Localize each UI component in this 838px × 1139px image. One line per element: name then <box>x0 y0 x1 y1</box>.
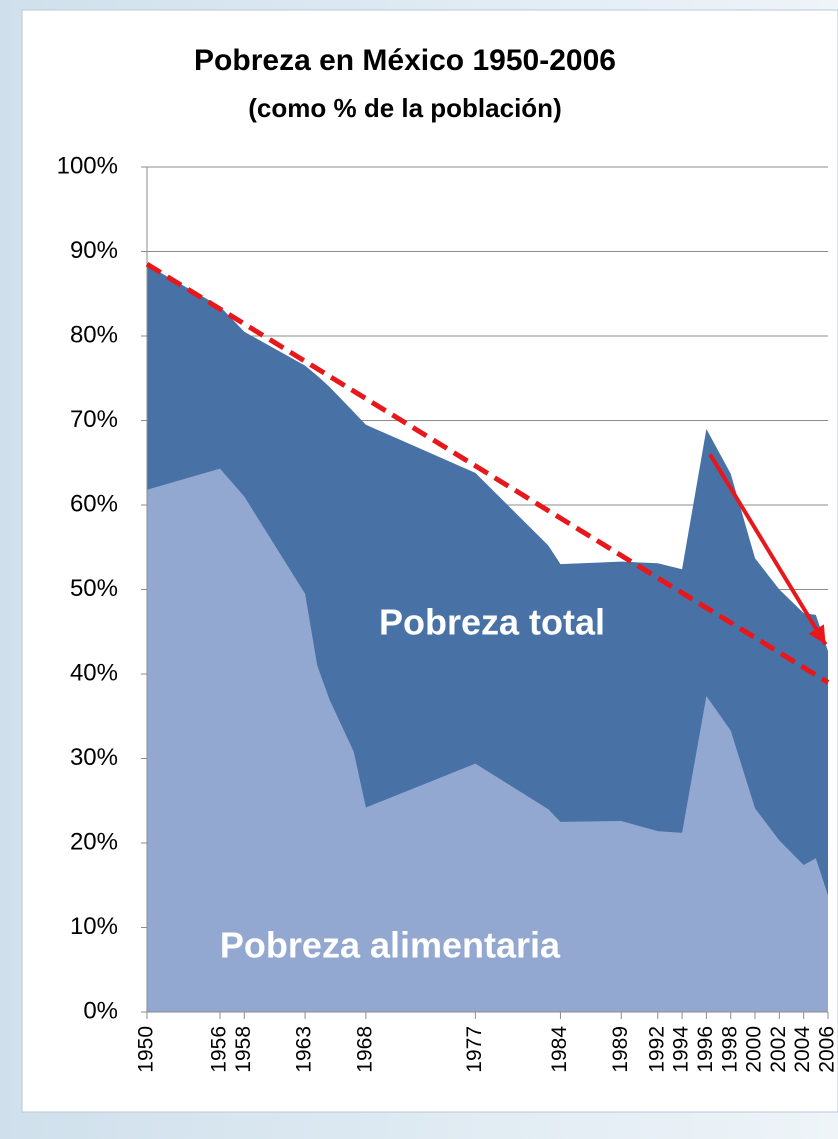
y-tick-label: 30% <box>70 744 118 771</box>
y-tick-label: 100% <box>57 152 118 179</box>
x-tick-label: 2004 <box>791 1026 814 1073</box>
x-tick-label: 1958 <box>232 1026 255 1073</box>
x-tick-label: 1968 <box>353 1026 376 1073</box>
x-tick-label: 1992 <box>645 1026 668 1073</box>
x-tick-label: 1984 <box>548 1026 571 1073</box>
y-tick-label: 50% <box>70 575 118 602</box>
arrow-head <box>808 624 826 645</box>
x-tick-label: 1996 <box>694 1026 717 1073</box>
trend-line <box>145 262 830 685</box>
x-tick-label: 1956 <box>208 1026 231 1073</box>
annotation: Pobreza total <box>379 602 605 643</box>
y-tick-label: 40% <box>70 659 118 686</box>
x-tick-label: 1998 <box>718 1026 741 1073</box>
x-tick-label: 2000 <box>743 1026 766 1073</box>
arrow <box>708 453 828 646</box>
x-tick-label: 1989 <box>609 1026 632 1073</box>
y-tick-label: 80% <box>70 321 118 348</box>
chart-title: Pobreza en México 1950-2006 <box>194 44 616 77</box>
annotation: Pobreza alimentaria <box>220 925 561 966</box>
y-tick-label: 70% <box>70 406 118 433</box>
y-tick-label: 20% <box>70 828 118 855</box>
x-tick-label: 2002 <box>767 1026 790 1073</box>
y-tick-label: 0% <box>83 997 118 1024</box>
x-tick-label: 1977 <box>463 1026 486 1073</box>
x-tick-label: 1950 <box>135 1026 158 1073</box>
x-tick-label: 1994 <box>670 1026 693 1073</box>
y-tick-label: 90% <box>70 237 118 264</box>
x-tick-label: 1963 <box>293 1026 316 1073</box>
y-tick-label: 60% <box>70 490 118 517</box>
y-tick-label: 10% <box>70 913 118 940</box>
area <box>147 468 828 1012</box>
chart-subtitle: (como % de la población) <box>248 93 561 123</box>
x-tick-label: 2006 <box>816 1026 838 1073</box>
